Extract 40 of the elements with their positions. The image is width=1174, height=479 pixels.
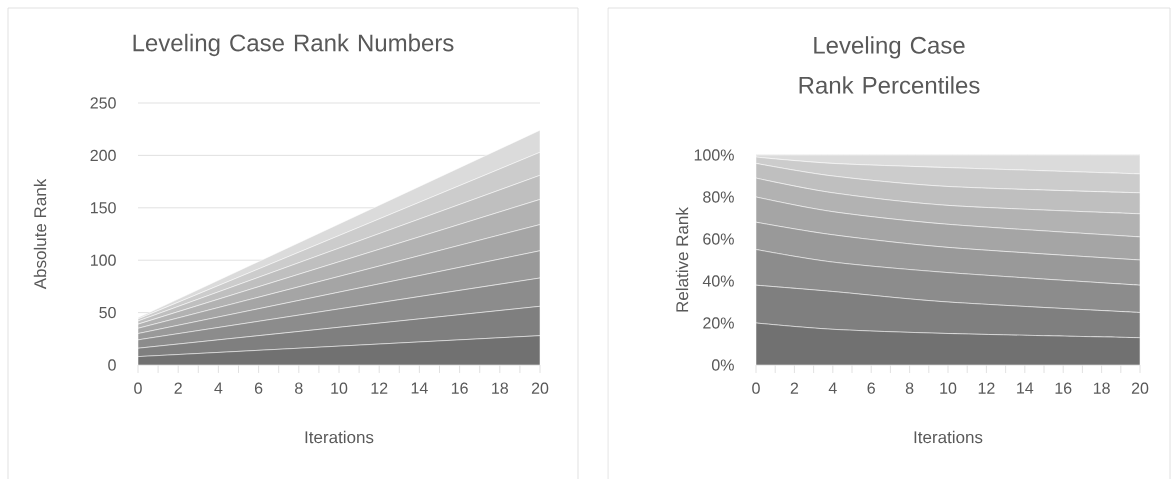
x-tick-label: 4 [828,382,837,394]
y-tick-label: 80% [703,191,734,203]
x-tick-label: 4 [214,382,223,394]
x-axis-title: Iterations [305,430,374,444]
chart-title: Leveling Case Rank Percentiles [799,36,980,94]
y-tick-label: 200 [90,149,116,162]
x-tick-label: 2 [790,382,799,394]
chart-title: Leveling Case Rank Numbers [133,33,454,57]
y-tick-label: 40% [702,275,734,287]
y-tick-label: 0 [108,359,116,371]
x-tick-label: 2 [174,382,182,394]
x-tick-label: 12 [371,382,388,394]
y-tick-label: 100 [91,254,116,266]
y-tick-label: 50 [99,306,116,319]
y-tick-label: 20% [703,317,734,329]
y-tick-label: 250 [90,97,116,109]
y-tick-label: 100% [694,149,734,161]
x-tick-label: 8 [295,382,303,394]
x-tick-label: 0 [134,382,142,394]
x-tick-label: 8 [905,382,914,394]
x-tick-label: 18 [1093,382,1110,394]
y-tick-label: 0% [711,359,734,371]
x-tick-label: 10 [331,382,348,394]
y-tick-label: 60% [703,233,734,245]
x-axis-title: Iterations [914,430,983,444]
x-tick-label: 16 [1055,382,1072,394]
x-tick-label: 18 [492,382,509,394]
x-tick-label: 0 [752,382,760,394]
x-tick-label: 6 [254,382,263,394]
y-axis-title: Relative Rank [675,207,689,312]
y-tick-label: 150 [91,202,116,214]
x-tick-label: 16 [451,382,468,394]
x-tick-label: 14 [1017,382,1034,394]
y-axis-title: Absolute Rank [33,178,47,290]
x-tick-label: 20 [1131,382,1149,394]
x-tick-label: 6 [867,382,875,394]
x-tick-label: 14 [411,382,428,394]
x-tick-label: 20 [531,382,549,394]
x-tick-label: 10 [940,382,957,394]
x-tick-label: 12 [978,382,995,394]
